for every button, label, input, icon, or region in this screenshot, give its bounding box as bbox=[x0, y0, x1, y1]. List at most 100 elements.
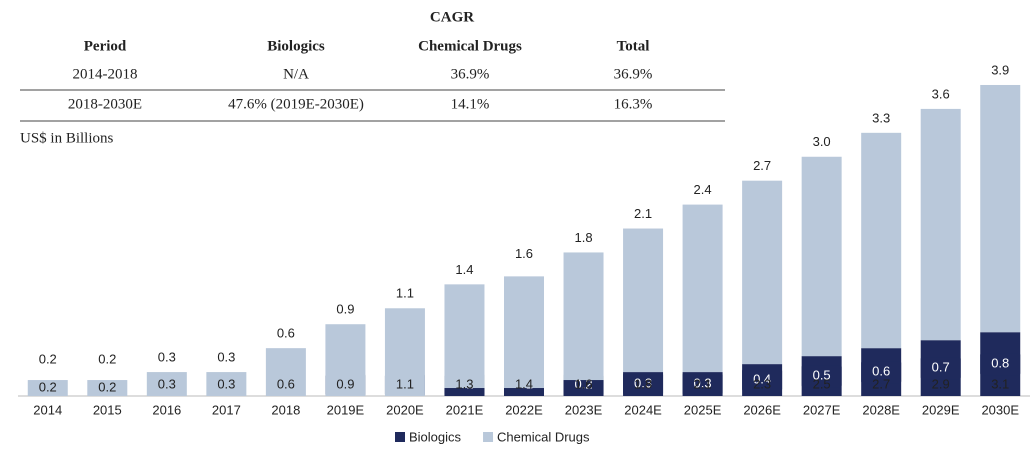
x-tick-label: 2029E bbox=[922, 402, 960, 417]
bar-segment bbox=[682, 204, 723, 373]
bar-segment bbox=[206, 372, 247, 396]
x-tick-label: 2027E bbox=[803, 402, 841, 417]
legend-swatch bbox=[395, 432, 405, 442]
total-label: 1.1 bbox=[396, 286, 414, 301]
x-tick-label: 2021E bbox=[446, 402, 484, 417]
bar-label: 1.3 bbox=[455, 376, 473, 391]
legend-label: Biologics bbox=[409, 429, 462, 444]
table-cell: 36.9% bbox=[614, 66, 653, 82]
label-box bbox=[980, 353, 1021, 376]
bar-segment bbox=[980, 84, 1021, 333]
bar-label: 0.8 bbox=[991, 356, 1009, 371]
bar-label: 0.3 bbox=[158, 376, 176, 391]
bar-label: 2.3 bbox=[753, 376, 771, 391]
table-cell: 2018-2030E bbox=[68, 96, 142, 112]
table-cell: 14.1% bbox=[451, 96, 490, 112]
x-tick-label: 2023E bbox=[565, 402, 603, 417]
bar-label: 0.2 bbox=[98, 379, 116, 394]
bar-label: 2.7 bbox=[872, 376, 890, 391]
x-tick-label: 2028E bbox=[862, 402, 900, 417]
total-label: 2.4 bbox=[694, 182, 712, 197]
total-label: 3.6 bbox=[932, 86, 950, 101]
bar-label: 0.7 bbox=[932, 360, 950, 375]
bar-segment bbox=[87, 380, 128, 396]
bar-label: 3.1 bbox=[991, 376, 1009, 391]
bar-segment bbox=[384, 308, 425, 396]
total-label: 3.3 bbox=[872, 110, 890, 125]
total-label: 0.2 bbox=[39, 351, 57, 366]
table-cell: 47.6% (2019E-2030E) bbox=[228, 96, 364, 112]
label-box bbox=[861, 361, 902, 384]
label-box bbox=[682, 373, 723, 396]
table-title: CAGR bbox=[430, 9, 474, 25]
table-header: Chemical Drugs bbox=[418, 38, 522, 54]
total-label: 1.6 bbox=[515, 246, 533, 261]
x-tick-label: 2019E bbox=[327, 402, 365, 417]
table-cell: 16.3% bbox=[614, 96, 653, 112]
bar-label: 0.3 bbox=[217, 376, 235, 391]
bar-label: 0.6 bbox=[872, 364, 890, 379]
total-label: 3.0 bbox=[813, 134, 831, 149]
total-label: 3.9 bbox=[991, 62, 1009, 77]
x-tick-label: 2025E bbox=[684, 402, 722, 417]
x-tick-label: 2014 bbox=[33, 402, 62, 417]
bar-segment bbox=[325, 324, 366, 396]
bar-label: 2.9 bbox=[932, 376, 950, 391]
total-label: 0.9 bbox=[336, 302, 354, 317]
bar-segment bbox=[146, 372, 187, 396]
total-label: 0.6 bbox=[277, 326, 295, 341]
table-header: Biologics bbox=[267, 38, 325, 54]
total-label: 0.2 bbox=[98, 351, 116, 366]
table-cell: 2014-2018 bbox=[73, 66, 138, 82]
bar-segment bbox=[27, 380, 68, 396]
x-tick-label: 2022E bbox=[505, 402, 543, 417]
bar-segment bbox=[623, 228, 664, 373]
x-tick-label: 2015 bbox=[93, 402, 122, 417]
legend-swatch bbox=[483, 432, 494, 442]
x-tick-label: 2026E bbox=[743, 402, 781, 417]
bar-segment bbox=[444, 284, 485, 389]
bar-label: 2.1 bbox=[694, 376, 712, 391]
bar-label: 0.3 bbox=[634, 375, 652, 390]
bar-segment bbox=[265, 348, 306, 396]
bar-label: 1.8 bbox=[634, 376, 652, 391]
total-label: 1.4 bbox=[455, 262, 473, 277]
bar-label: 1.4 bbox=[515, 376, 533, 391]
x-tick-label: 2018 bbox=[271, 402, 300, 417]
bar-label: 2.5 bbox=[813, 376, 831, 391]
x-tick-label: 2030E bbox=[981, 402, 1019, 417]
total-label: 0.3 bbox=[217, 350, 235, 365]
total-label: 2.7 bbox=[753, 158, 771, 173]
total-label: 1.8 bbox=[574, 230, 592, 245]
label-box bbox=[623, 373, 664, 396]
bar-label: 0.9 bbox=[336, 376, 354, 391]
label-box bbox=[742, 369, 783, 392]
table-cell: N/A bbox=[283, 66, 309, 82]
bar-label: 0.6 bbox=[277, 376, 295, 391]
bar-segment bbox=[861, 132, 902, 349]
table-header: Period bbox=[84, 38, 127, 54]
total-label: 2.1 bbox=[634, 206, 652, 221]
total-label: 0.3 bbox=[158, 350, 176, 365]
unit-label: US$ in Billions bbox=[20, 130, 114, 146]
x-tick-label: 2016 bbox=[152, 402, 181, 417]
bar-label: 0.5 bbox=[813, 368, 831, 383]
label-box bbox=[920, 357, 961, 380]
bar-segment bbox=[504, 276, 544, 389]
table-header: Total bbox=[617, 38, 650, 54]
bar-label: 0.2 bbox=[39, 379, 57, 394]
table-cell: 36.9% bbox=[451, 66, 490, 82]
bar-label: 1.6 bbox=[574, 376, 592, 391]
legend-label: Chemical Drugs bbox=[497, 429, 590, 444]
bar-label: 1.1 bbox=[396, 376, 414, 391]
bar-label: 0.2 bbox=[574, 376, 592, 391]
x-tick-label: 2017 bbox=[212, 402, 241, 417]
bar-label: 0.4 bbox=[753, 371, 771, 386]
bar-segment bbox=[563, 252, 604, 381]
x-tick-label: 2020E bbox=[386, 402, 424, 417]
bar-segment bbox=[801, 156, 842, 357]
bar-label: 0.3 bbox=[694, 375, 712, 390]
x-tick-label: 2024E bbox=[624, 402, 662, 417]
